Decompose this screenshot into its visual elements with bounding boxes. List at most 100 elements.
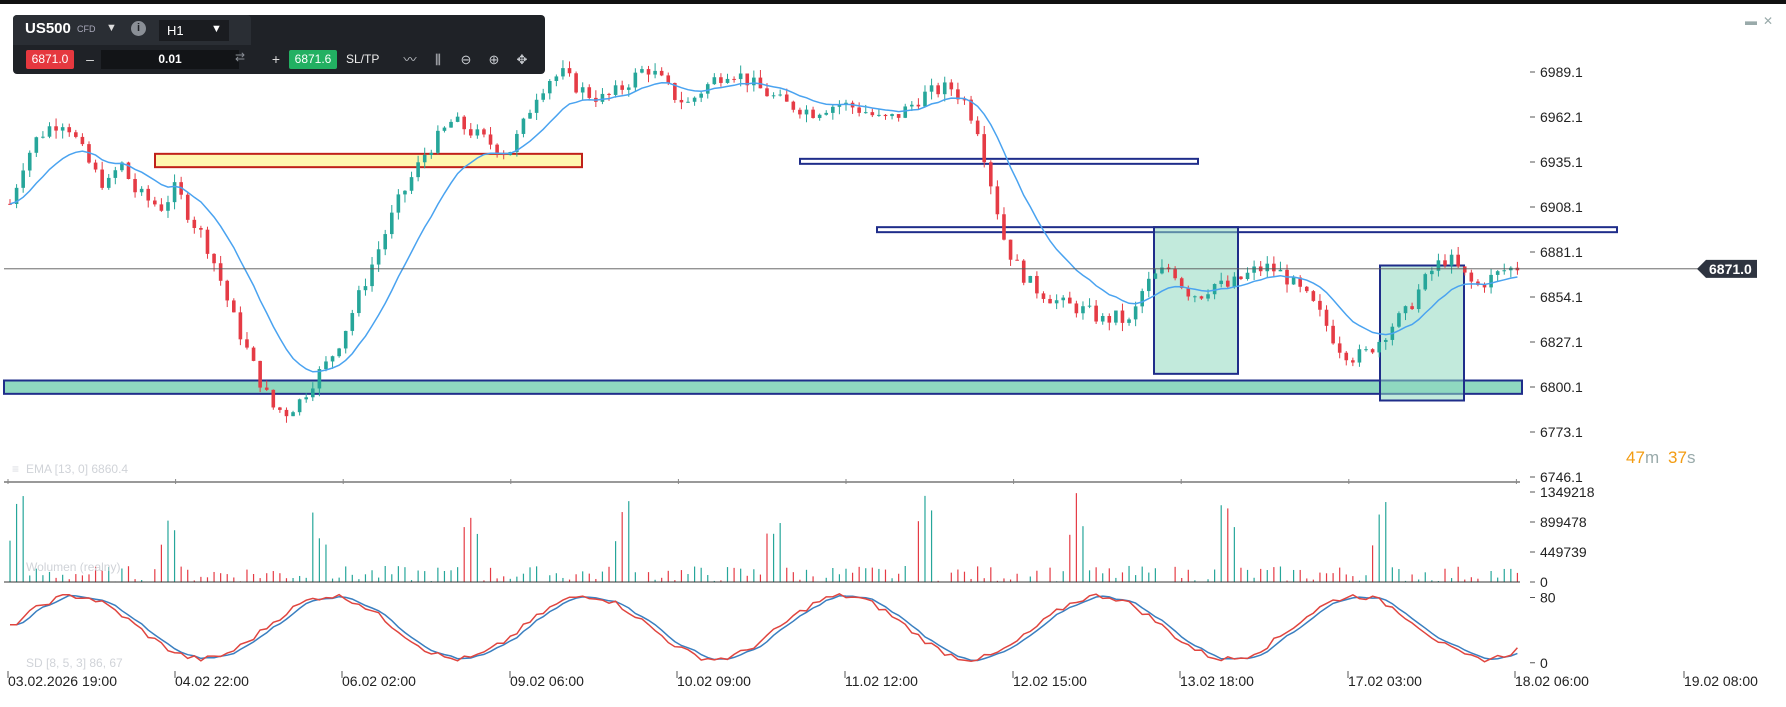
candle-body — [389, 212, 394, 235]
symbol-dropdown-icon[interactable]: ▼ — [106, 22, 117, 34]
candle-body — [311, 388, 315, 398]
zoom-in-icon[interactable]: ⊕ — [488, 52, 500, 67]
x-tick-label: 09.02 06:00 — [510, 673, 584, 689]
candle-body — [1436, 260, 1441, 271]
close-icon[interactable]: ✕ — [1763, 14, 1774, 28]
candle-body — [1416, 289, 1421, 310]
candle-body — [936, 85, 940, 95]
candle-body — [21, 170, 25, 188]
candle-body — [1357, 349, 1362, 363]
candle-body — [515, 133, 519, 153]
candle-body — [1430, 270, 1434, 275]
increase-quantity-button[interactable]: + — [271, 51, 281, 67]
candle-body — [995, 186, 1000, 215]
candle-body — [363, 286, 368, 291]
candle-body — [1120, 310, 1125, 323]
y-tick-label: 6827.1 — [1540, 334, 1583, 350]
candle-body — [1476, 281, 1480, 285]
candle-body — [126, 162, 131, 179]
candle-body — [1482, 284, 1487, 288]
candle-body — [738, 73, 743, 80]
candle-body — [1443, 260, 1447, 266]
candle-body — [238, 312, 243, 340]
y-tick-label: 6773.1 — [1540, 424, 1583, 440]
candle-body — [1114, 310, 1118, 323]
y-tick-label: 6908.1 — [1540, 199, 1583, 215]
candle-body — [646, 69, 651, 75]
zoom-out-icon[interactable]: ⊖ — [460, 52, 472, 67]
candle-body — [1225, 280, 1230, 287]
buy-button[interactable]: 6871.6 — [289, 50, 337, 69]
line-chart-icon[interactable]: 〰 — [403, 52, 417, 67]
candle-body — [659, 70, 664, 76]
price-chart[interactable]: 6989.1 6962.1 6935.1 6908.1 6881.1 6854.1 6827… — [0, 4, 1786, 707]
candle-body — [712, 77, 717, 85]
candle-body — [956, 89, 960, 100]
candle-body — [1041, 293, 1046, 299]
candle-body — [890, 114, 894, 117]
candle-body — [1048, 298, 1052, 304]
candle-body — [1324, 309, 1329, 326]
candle-body — [409, 177, 414, 191]
candle-body — [692, 97, 697, 102]
candle-body — [337, 348, 341, 357]
candle-body — [1318, 300, 1322, 310]
support-zone — [3, 379, 1523, 395]
candle-body — [113, 170, 118, 178]
decrease-quantity-button[interactable]: – — [86, 51, 94, 67]
candle-body — [416, 162, 420, 178]
sell-button[interactable]: 6871.0 — [26, 50, 74, 69]
candle-body — [982, 134, 987, 163]
symbol-label[interactable]: US500 — [25, 20, 71, 37]
candle-body — [120, 162, 124, 171]
x-tick-label: 11.02 12:00 — [845, 673, 918, 689]
candles-icon[interactable]: ⫼ — [435, 52, 441, 67]
candle-body — [291, 412, 295, 417]
candle-body — [1278, 269, 1283, 272]
current-price-tag — [1697, 259, 1757, 278]
candle-body — [1304, 286, 1309, 292]
candle-body — [93, 162, 98, 170]
candle-body — [383, 234, 388, 250]
candle-body — [923, 91, 927, 107]
stoch-d-line — [9, 594, 1518, 662]
x-tick-label: 12.02 15:00 — [1013, 673, 1087, 689]
symbol-bar: US500 CFD ▼ i H1 ▼ — [13, 15, 251, 45]
candle-body — [343, 330, 348, 349]
candle-body — [883, 114, 888, 117]
candle-body — [1199, 296, 1204, 299]
sl-tp-button[interactable]: SL/TP — [346, 52, 380, 66]
candle-body — [324, 361, 328, 370]
quantity-input[interactable]: 0.01 — [101, 50, 239, 69]
candle-body — [133, 178, 137, 193]
info-icon[interactable]: i — [131, 21, 146, 36]
candle-body — [1068, 297, 1072, 304]
candle-body — [271, 389, 276, 408]
swap-icon[interactable]: ⇄ — [235, 50, 246, 64]
candle-body — [1035, 275, 1039, 294]
candle-body — [455, 116, 460, 122]
candle-body — [80, 136, 85, 145]
candle-body — [403, 190, 407, 195]
candle-body — [916, 104, 921, 107]
candle-body — [554, 76, 559, 82]
y-tick-label: 6881.1 — [1540, 244, 1583, 260]
candle-body — [640, 69, 644, 73]
candle-body — [929, 85, 934, 92]
minimize-icon[interactable]: ▬ — [1745, 14, 1757, 28]
candle-body — [613, 85, 618, 95]
candle-body — [870, 112, 875, 116]
candle-body — [620, 85, 624, 90]
crosshair-icon[interactable]: ✥ — [516, 52, 528, 67]
candle-body — [1383, 339, 1388, 342]
candle-body — [205, 229, 210, 254]
candle-body — [1449, 254, 1454, 266]
candle-body — [561, 68, 565, 77]
ema-legend-icon: ≡ — [12, 462, 19, 476]
candle-body — [1252, 266, 1256, 273]
chevron-down-icon: ▼ — [211, 23, 222, 35]
timeframe-select[interactable]: H1 ▼ — [159, 20, 229, 41]
candle-body — [877, 114, 881, 116]
candle-body — [765, 88, 769, 97]
candle-body — [1403, 306, 1408, 314]
